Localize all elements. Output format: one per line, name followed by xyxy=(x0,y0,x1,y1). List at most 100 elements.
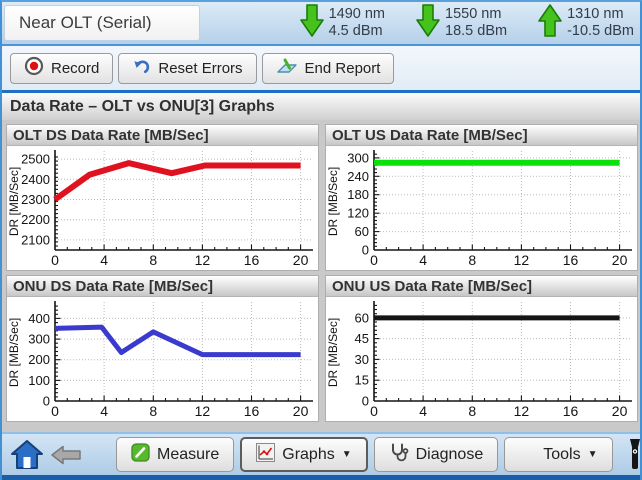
svg-text:8: 8 xyxy=(468,403,476,419)
diagnose-label: Diagnose xyxy=(415,445,484,463)
svg-text:0: 0 xyxy=(51,403,59,419)
svg-text:8: 8 xyxy=(149,403,157,419)
svg-text:20: 20 xyxy=(612,403,628,419)
action-toolbar: Record Reset Errors End Report xyxy=(2,46,640,90)
bottom-nav-bar: Measure Graphs ▼ Diagnose Tools ▼ xyxy=(2,434,640,480)
reset-errors-button[interactable]: Reset Errors xyxy=(118,52,257,84)
graphs-button[interactable]: Graphs ▼ xyxy=(240,437,368,472)
svg-text:8: 8 xyxy=(149,252,157,268)
dropdown-caret: ▼ xyxy=(587,449,598,460)
power-value: -10.5 dBm xyxy=(567,23,634,39)
chart-title: ONU US Data Rate [MB/Sec] xyxy=(326,276,637,297)
down-arrow-icon xyxy=(415,3,441,44)
svg-text:0: 0 xyxy=(43,394,50,409)
chart-title: OLT US Data Rate [MB/Sec] xyxy=(326,125,637,146)
svg-text:0: 0 xyxy=(370,403,378,419)
svg-text:16: 16 xyxy=(244,403,260,419)
up-arrow-icon xyxy=(537,3,563,44)
chart-panel-onu-us: ONU US Data Rate [MB/Sec] 0 15 30 45 60 0 4 8 12… xyxy=(325,275,638,422)
olt-us-chart: 0 60 120 180 240 300 0 4 8 12 16 20 DR [MB/Sec] xyxy=(326,146,637,269)
charts-grid: OLT DS Data Rate [MB/Sec] 2100 2200 2300 24… xyxy=(2,120,640,432)
wavelength-indicator-1550: 1550 nm 18.5 dBm xyxy=(415,3,507,44)
svg-text:20: 20 xyxy=(293,403,309,419)
svg-text:16: 16 xyxy=(563,252,579,268)
wavelength-value: 1550 nm xyxy=(445,5,502,22)
power-value: 4.5 dBm xyxy=(328,23,383,39)
measure-button[interactable]: Measure xyxy=(116,437,235,472)
record-label: Record xyxy=(51,59,100,77)
svg-text:60: 60 xyxy=(355,310,369,325)
reset-errors-label: Reset Errors xyxy=(158,59,243,77)
svg-text:180: 180 xyxy=(347,187,369,202)
svg-text:20: 20 xyxy=(293,252,309,268)
separator xyxy=(2,90,640,93)
page-title: Data Rate – OLT vs ONU[3] Graphs xyxy=(2,93,640,120)
svg-text:45: 45 xyxy=(355,331,369,346)
chart-panel-onu-ds: ONU DS Data Rate [MB/Sec] 0 100 200 300 400 0… xyxy=(6,275,319,422)
diagnose-button[interactable]: Diagnose xyxy=(373,437,499,472)
wavelength-indicator-1310: 1310 nm -10.5 dBm xyxy=(537,3,634,44)
svg-text:12: 12 xyxy=(514,252,530,268)
stethoscope-icon xyxy=(389,442,409,467)
svg-text:0: 0 xyxy=(51,252,59,268)
tools-button[interactable]: Tools ▼ xyxy=(504,437,613,472)
svg-text:12: 12 xyxy=(514,403,530,419)
graph-icon xyxy=(256,442,276,467)
svg-text:400: 400 xyxy=(28,311,50,326)
svg-text:4: 4 xyxy=(419,252,427,268)
tools-label: Tools xyxy=(543,445,581,463)
record-button[interactable]: Record xyxy=(10,52,114,84)
power-value: 18.5 dBm xyxy=(445,23,508,39)
svg-text:DR [MB/Sec]: DR [MB/Sec] xyxy=(7,318,21,387)
svg-text:12: 12 xyxy=(195,252,211,268)
svg-text:16: 16 xyxy=(244,252,260,268)
svg-text:300: 300 xyxy=(28,332,50,347)
svg-text:30: 30 xyxy=(355,352,369,367)
svg-text:60: 60 xyxy=(355,224,369,239)
onu-ds-chart: 0 100 200 300 400 0 4 8 12 16 20 DR [MB/Sec] xyxy=(7,297,318,420)
svg-text:20: 20 xyxy=(612,252,628,268)
onu-us-chart: 0 15 30 45 60 0 4 8 12 16 20 DR [MB/Sec] xyxy=(326,297,637,420)
svg-text:2100: 2100 xyxy=(21,232,50,247)
chart-panel-olt-us: OLT US Data Rate [MB/Sec] 0 60 120 180 240 30… xyxy=(325,124,638,271)
svg-text:8: 8 xyxy=(468,252,476,268)
wavelength-value: 1490 nm xyxy=(328,5,386,22)
graphs-label: Graphs xyxy=(282,445,335,463)
record-icon xyxy=(24,56,44,80)
top-status-bar: Near OLT (Serial) 1490 nm 4.5 dBm 1550 n… xyxy=(2,2,640,44)
back-arrow-icon[interactable] xyxy=(50,444,82,466)
svg-text:2400: 2400 xyxy=(21,172,50,187)
olt-ds-chart: 2100 2200 2300 2400 2500 0 4 8 12 16 20 DR [MB/Sec] xyxy=(7,146,318,269)
svg-text:100: 100 xyxy=(28,373,50,388)
wavelength-value: 1310 nm xyxy=(567,5,624,22)
wavelength-indicator-1490: 1490 nm 4.5 dBm xyxy=(299,3,385,44)
svg-text:4: 4 xyxy=(100,252,108,268)
end-report-button[interactable]: End Report xyxy=(261,52,395,84)
svg-text:0: 0 xyxy=(362,394,369,409)
svg-text:0: 0 xyxy=(370,252,378,268)
measure-label: Measure xyxy=(157,445,220,463)
flashlight-icon xyxy=(625,436,641,474)
svg-text:16: 16 xyxy=(563,403,579,419)
svg-text:12: 12 xyxy=(195,403,211,419)
dropdown-caret: ▼ xyxy=(341,449,352,460)
svg-text:240: 240 xyxy=(347,169,369,184)
separator xyxy=(2,44,640,46)
svg-text:0: 0 xyxy=(362,243,369,258)
separator xyxy=(2,432,640,434)
mode-label: Near OLT (Serial) xyxy=(19,13,152,32)
home-icon[interactable] xyxy=(10,439,44,471)
measure-icon xyxy=(131,442,150,467)
undo-arrow-icon xyxy=(132,57,151,80)
chart-title: ONU DS Data Rate [MB/Sec] xyxy=(7,276,318,297)
svg-text:2300: 2300 xyxy=(21,192,50,207)
svg-text:2500: 2500 xyxy=(21,152,50,167)
mode-selector[interactable]: Near OLT (Serial) xyxy=(4,5,200,41)
chart-panel-olt-ds: OLT DS Data Rate [MB/Sec] 2100 2200 2300 24… xyxy=(6,124,319,271)
svg-text:4: 4 xyxy=(100,403,108,419)
end-report-label: End Report xyxy=(304,59,381,77)
report-icon xyxy=(276,57,298,80)
svg-text:DR [MB/Sec]: DR [MB/Sec] xyxy=(326,167,340,236)
svg-text:DR [MB/Sec]: DR [MB/Sec] xyxy=(7,167,21,236)
